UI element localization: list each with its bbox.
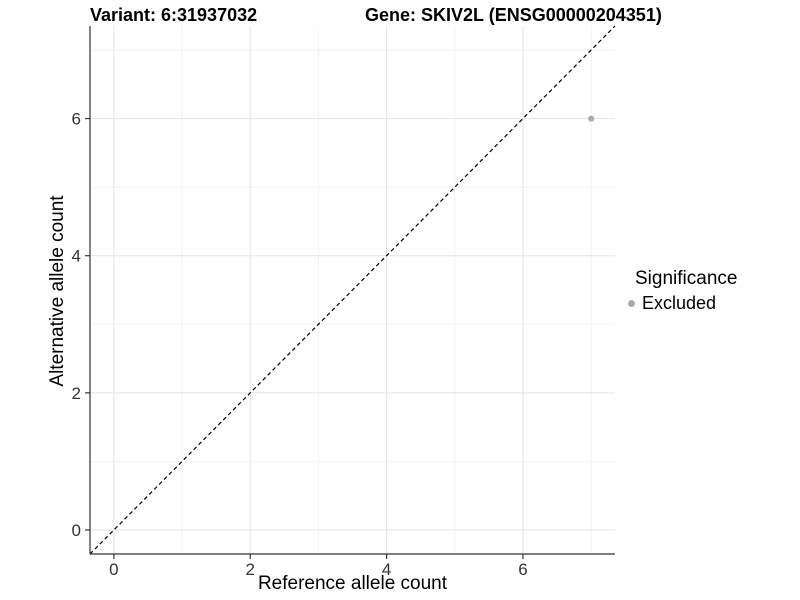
plot-title-variant: Variant: 6:31937032: [90, 5, 258, 25]
x-tick-label: 4: [382, 560, 391, 579]
data-point: [588, 115, 595, 122]
excluded-point-icon: [628, 300, 635, 307]
x-tick-label: 2: [245, 560, 254, 579]
y-tick-label: 4: [72, 247, 81, 266]
y-axis-title: Alternative allele count: [47, 195, 68, 387]
legend-title: Significance: [635, 268, 738, 289]
y-tick-label: 2: [72, 384, 81, 403]
y-tick-label: 6: [72, 110, 81, 129]
x-axis-title: Reference allele count: [257, 573, 448, 594]
legend-item-excluded: Excluded: [628, 293, 737, 314]
x-tick-label: 6: [518, 560, 527, 579]
legend-item-label: Excluded: [642, 293, 717, 313]
plot-title-gene: Gene: SKIV2L (ENSG00000204351): [365, 5, 662, 25]
legend: Significance Excluded: [628, 268, 737, 314]
x-tick-label: 0: [109, 560, 118, 579]
y-tick-label: 0: [72, 521, 81, 540]
identity-dashed-line: [89, 25, 616, 555]
